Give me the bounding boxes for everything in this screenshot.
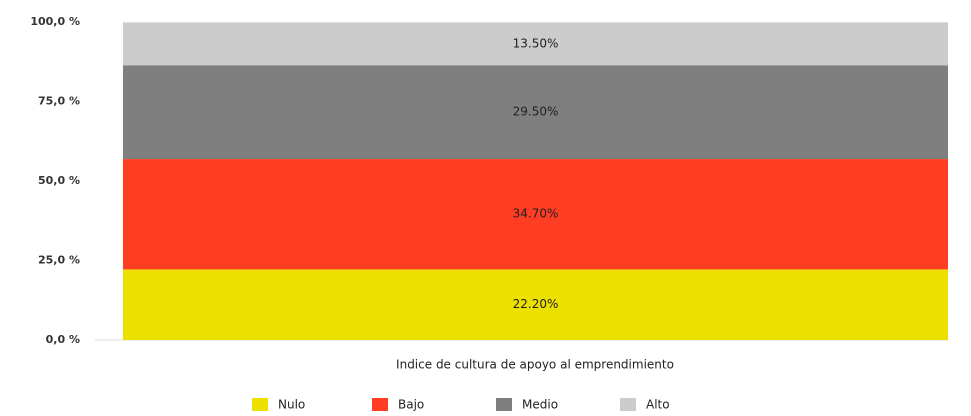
legend-label: Bajo — [398, 398, 424, 412]
bar-segment — [123, 159, 948, 270]
data-label: 34.70% — [513, 207, 559, 221]
legend-label: Nulo — [278, 398, 305, 412]
y-tick-label: 75,0 % — [38, 95, 80, 108]
data-label: 22.20% — [513, 297, 559, 311]
y-tick-label: 50,0 % — [38, 174, 80, 187]
bar-segment — [123, 65, 948, 160]
y-tick-label: 100,0 % — [30, 15, 80, 28]
y-tick-label: 25,0 % — [38, 254, 80, 267]
legend-swatch — [620, 398, 636, 411]
bar-segment — [123, 269, 948, 340]
legend-label: Medio — [522, 398, 558, 412]
legend-swatch — [496, 398, 512, 411]
y-tick-label: 0,0 % — [46, 333, 80, 346]
data-label: 13.50% — [513, 36, 559, 50]
legend-swatch — [252, 398, 268, 411]
data-label: 29.50% — [513, 105, 559, 119]
x-axis-title: Indice de cultura de apoyo al emprendimi… — [396, 358, 674, 372]
legend-swatch — [372, 398, 388, 411]
legend-label: Alto — [646, 398, 670, 412]
bar-segment — [123, 22, 948, 66]
